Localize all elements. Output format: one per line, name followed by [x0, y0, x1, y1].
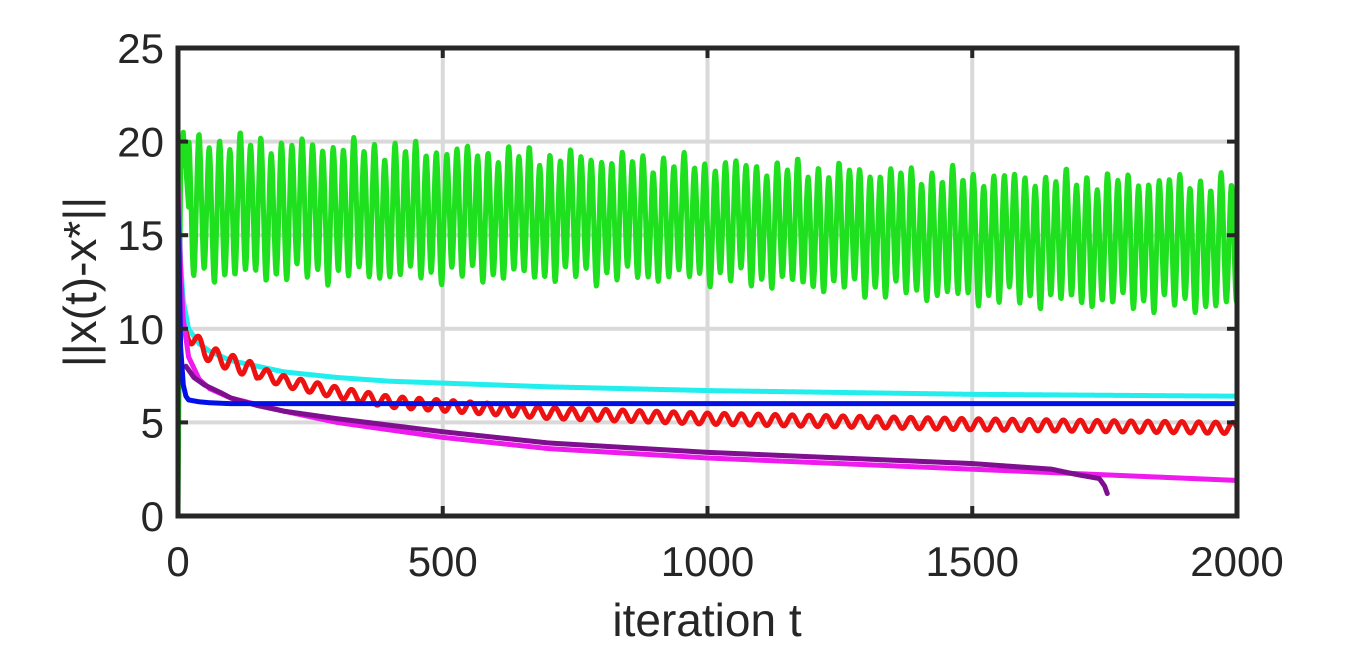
y-tick-label-10: 10 — [117, 306, 164, 353]
series-line-purple — [183, 363, 1110, 497]
y-tick-label-20: 20 — [117, 119, 164, 166]
y-axis-title: ||x(t)-x*|| — [54, 197, 106, 367]
tick-marks — [176, 46, 1239, 518]
series-line-green — [175, 129, 1240, 519]
x-tick-label-1500: 1500 — [926, 538, 1019, 585]
series-group — [175, 129, 1240, 519]
y-tick-label-5: 5 — [141, 399, 164, 446]
y-tick-label-15: 15 — [117, 212, 164, 259]
y-tick-labels: 0 5 10 15 20 25 — [117, 25, 164, 540]
x-tick-label-0: 0 — [166, 538, 189, 585]
x-axis-title: iteration t — [612, 594, 801, 646]
x-tick-labels: 0 500 1000 1500 2000 — [166, 538, 1283, 585]
x-tick-label-2000: 2000 — [1190, 538, 1283, 585]
y-tick-label-25: 25 — [117, 25, 164, 72]
series-line-cyan — [175, 185, 1240, 399]
x-tick-label-1000: 1000 — [661, 538, 754, 585]
x-tick-label-500: 500 — [408, 538, 478, 585]
series-line-blue — [175, 195, 1240, 407]
y-tick-label-0: 0 — [141, 493, 164, 540]
